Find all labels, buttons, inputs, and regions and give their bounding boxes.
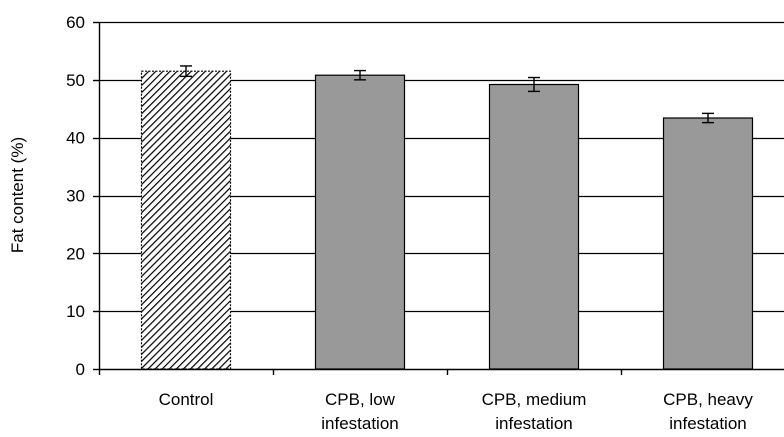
x-tick-labels: Control CPB, low infestation CPB, medium inf… [159,390,754,433]
y-axis-title: Fat content (%) [8,137,27,253]
x-tick-label-0: Control [159,390,214,409]
bar-3 [662,117,754,370]
y-tick-label-0: 0 [76,360,85,379]
y-tick-labels: 0 10 20 30 40 50 60 [66,13,85,379]
x-tick-label-2: CPB, medium infestation [482,390,587,433]
bar-0 [140,70,232,370]
error-bar-3 [702,112,714,124]
y-tick-label-20: 20 [66,244,85,263]
y-tick-label-40: 40 [66,129,85,148]
bar-1 [314,74,406,370]
axes [93,21,784,375]
error-bar-2 [528,76,540,93]
error-bar-1 [354,69,366,81]
y-tick-label-60: 60 [66,13,85,32]
error-bars [180,65,714,124]
bar-2 [488,83,580,370]
error-bar-0 [180,65,192,78]
x-tick-label-1: CPB, low infestation [321,390,399,433]
y-tick-label-30: 30 [66,187,85,206]
y-tick-label-10: 10 [66,302,85,321]
bars [140,70,754,370]
x-tick-label-3: CPB, heavy infestation [663,390,753,433]
y-tick-label-50: 50 [66,71,85,90]
